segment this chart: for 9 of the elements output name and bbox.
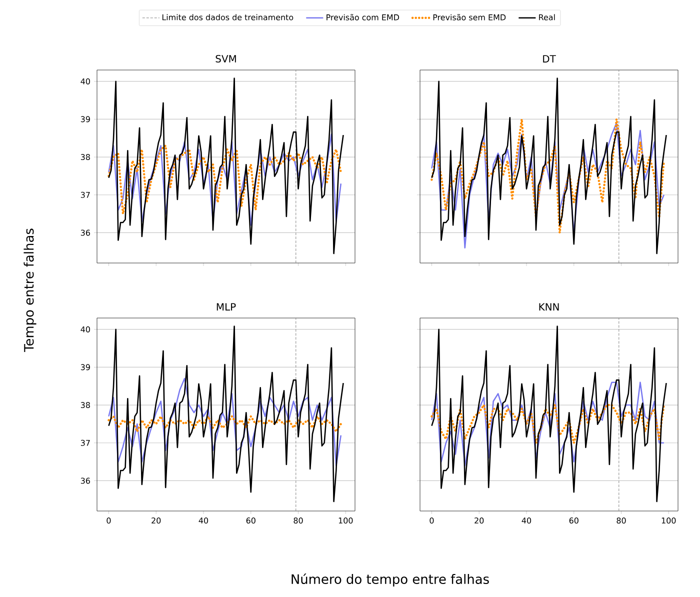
line-series bbox=[108, 326, 344, 502]
chart-title: MLP bbox=[216, 303, 236, 310]
chart-title: KNN bbox=[539, 303, 559, 310]
x-axis-title: Número do tempo entre falhas bbox=[292, 573, 489, 587]
line-series bbox=[108, 415, 342, 433]
y-axis-title: Tempo entre falhas bbox=[24, 228, 36, 352]
line-series bbox=[108, 78, 344, 254]
chart-title: DT bbox=[543, 55, 556, 62]
chart-title: SVM bbox=[216, 54, 236, 62]
